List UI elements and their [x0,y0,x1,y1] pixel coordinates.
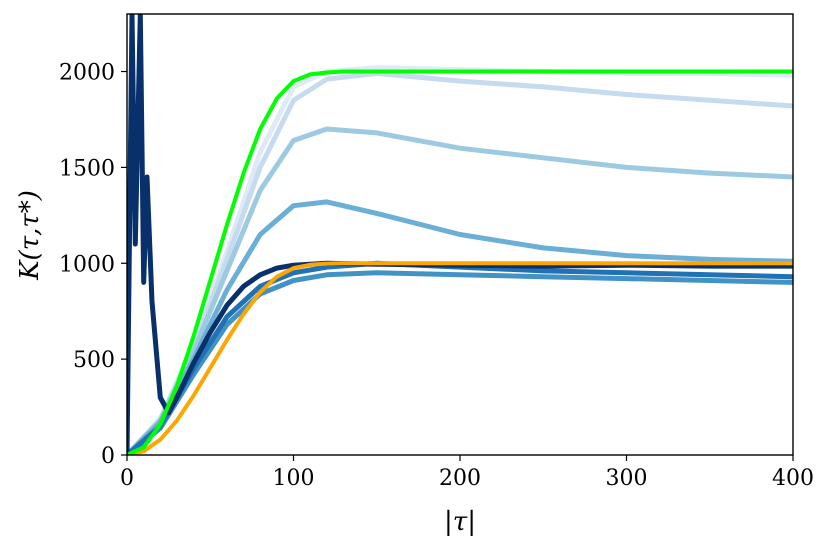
y-tick-label: 500 [73,348,115,373]
series-line-2 [127,14,793,455]
x-axis: 0 100 200 300 400 [120,455,814,491]
x-tick-label: 300 [606,466,648,491]
chart-marks [127,14,793,455]
x-tick-label: 400 [772,466,814,491]
x-tick-label: 0 [120,466,134,491]
y-axis: 0 500 1000 1500 2000 [59,61,127,469]
x-axis-label: |τ| [444,507,476,537]
x-tick-label: 200 [439,466,481,491]
series-line-4 [127,270,793,455]
series-line-1 [127,261,793,455]
y-tick-label: 0 [101,444,115,469]
y-axis-label: K(τ,τ*) [15,190,45,281]
y-tick-label: 1000 [59,252,115,277]
y-tick-label: 1500 [59,156,115,181]
y-tick-label: 2000 [59,61,115,86]
series-line-6 [127,126,793,455]
x-tick-label: 100 [273,466,315,491]
series-line-0 [127,69,793,455]
